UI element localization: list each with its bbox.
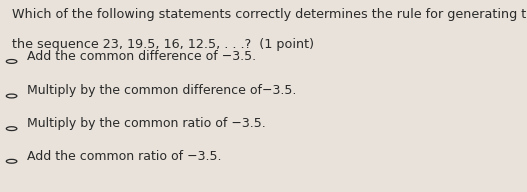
Text: Multiply by the common difference of−3.5.: Multiply by the common difference of−3.5…: [27, 84, 297, 98]
Text: the sequence 23, 19.5, 16, 12.5, . . .?  (1 point): the sequence 23, 19.5, 16, 12.5, . . .? …: [12, 38, 314, 51]
Text: Which of the following statements correctly determines the rule for generating t: Which of the following statements correc…: [12, 8, 527, 21]
Text: Add the common ratio of −3.5.: Add the common ratio of −3.5.: [27, 150, 222, 163]
Text: Multiply by the common ratio of −3.5.: Multiply by the common ratio of −3.5.: [27, 117, 266, 130]
Text: Add the common difference of −3.5.: Add the common difference of −3.5.: [27, 50, 257, 63]
